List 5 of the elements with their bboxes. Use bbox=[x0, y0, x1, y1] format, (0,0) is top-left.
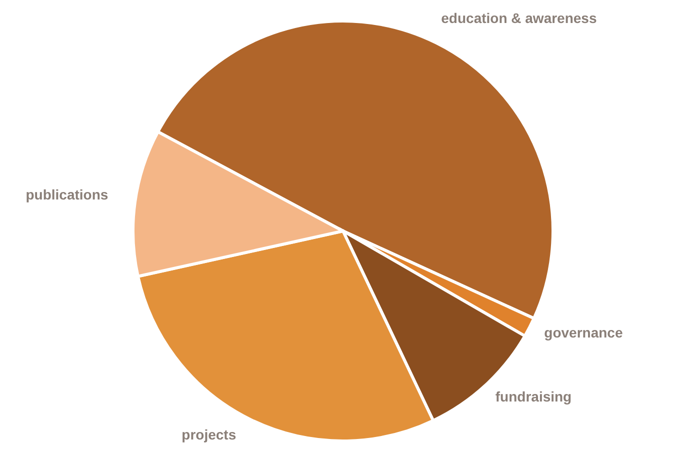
slice-label: fundraising bbox=[495, 388, 572, 404]
slice-label: publications bbox=[26, 186, 108, 202]
slice-label: education & awareness bbox=[441, 10, 597, 26]
slice-label: projects bbox=[182, 426, 236, 442]
slice-label: governance bbox=[544, 324, 623, 340]
